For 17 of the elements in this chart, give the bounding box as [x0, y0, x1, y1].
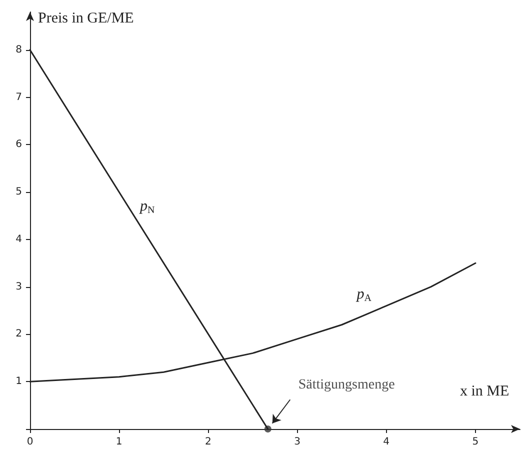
x-tick-label: 1: [116, 436, 122, 448]
y-tick-label: 6: [16, 139, 22, 150]
y-tick-label: 1: [16, 376, 22, 388]
y-tick-label: 8: [16, 44, 22, 56]
y-tick-label: 4: [16, 234, 22, 245]
y-tick-label: 2: [16, 328, 22, 340]
y-axis-title: Preis in GE/ME: [38, 10, 134, 26]
x-tick-label: 2: [204, 436, 212, 448]
annotation: Sättigungsmenge: [298, 378, 395, 392]
x-tick-label: 3: [294, 436, 300, 448]
x-tick-label: 5: [472, 436, 479, 448]
y-tick-label: 7: [16, 92, 22, 103]
x-tick-label: 4: [383, 436, 390, 448]
x-axis-title: x in ME: [460, 384, 510, 400]
y-tick-label: 5: [16, 186, 22, 198]
x-tick-label: 0: [26, 436, 34, 448]
y-tick-label: 3: [16, 281, 22, 292]
